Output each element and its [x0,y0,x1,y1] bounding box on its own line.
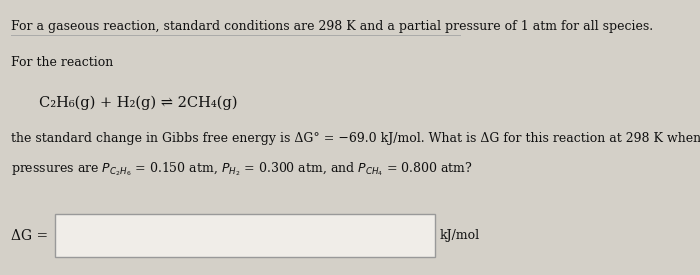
Text: kJ/mol: kJ/mol [439,229,480,242]
Text: pressures are $P_{C_2H_6}$ = 0.150 atm, $P_{H_2}$ = 0.300 atm, and $P_{CH_4}$ = : pressures are $P_{C_2H_6}$ = 0.150 atm, … [10,161,472,178]
Text: ΔG =: ΔG = [10,229,48,243]
Text: the standard change in Gibbs free energy is ΔG° = −69.0 kJ/mol. What is ΔG for t: the standard change in Gibbs free energy… [10,132,700,145]
Text: For a gaseous reaction, standard conditions are 298 K and a partial pressure of : For a gaseous reaction, standard conditi… [10,20,653,34]
Text: C₂H₆(g) + H₂(g) ⇌ 2CH₄(g): C₂H₆(g) + H₂(g) ⇌ 2CH₄(g) [38,95,237,110]
FancyBboxPatch shape [55,214,435,257]
Text: For the reaction: For the reaction [10,56,113,69]
